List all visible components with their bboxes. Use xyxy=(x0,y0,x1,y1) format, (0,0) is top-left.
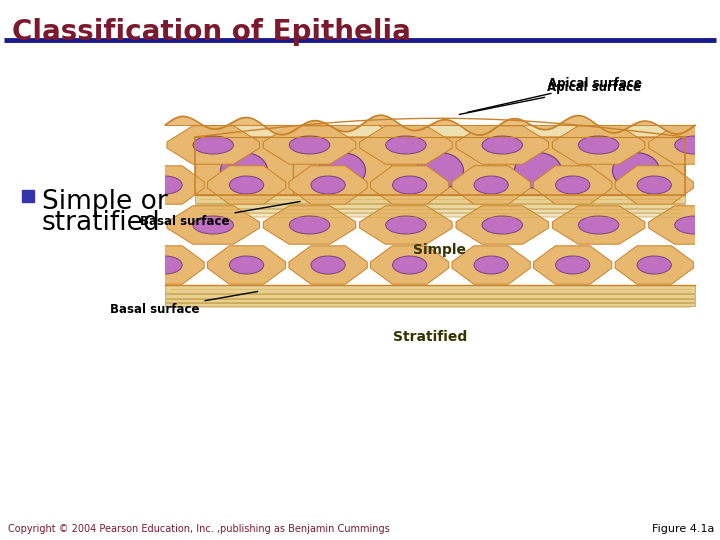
Ellipse shape xyxy=(230,256,264,274)
Ellipse shape xyxy=(482,216,523,234)
Polygon shape xyxy=(649,126,720,164)
Bar xyxy=(195,137,293,195)
Bar xyxy=(195,204,685,208)
Text: Apical surface: Apical surface xyxy=(467,77,642,112)
Ellipse shape xyxy=(515,153,562,188)
Polygon shape xyxy=(452,166,531,204)
Polygon shape xyxy=(552,206,645,244)
Ellipse shape xyxy=(392,256,427,274)
Ellipse shape xyxy=(193,216,233,234)
Ellipse shape xyxy=(578,136,619,154)
Text: Copyright © 2004 Pearson Education, Inc. ,publishing as Benjamin Cummings: Copyright © 2004 Pearson Education, Inc.… xyxy=(8,524,390,534)
Ellipse shape xyxy=(637,256,671,274)
Bar xyxy=(391,137,489,195)
Ellipse shape xyxy=(148,176,182,194)
Bar xyxy=(165,303,695,306)
Polygon shape xyxy=(360,126,452,164)
Polygon shape xyxy=(207,246,286,284)
Polygon shape xyxy=(456,206,549,244)
Bar xyxy=(195,213,685,216)
Bar xyxy=(587,137,685,195)
Polygon shape xyxy=(264,206,356,244)
Ellipse shape xyxy=(474,176,508,194)
Polygon shape xyxy=(615,246,693,284)
Polygon shape xyxy=(289,246,367,284)
Ellipse shape xyxy=(578,216,619,234)
Text: Basal surface: Basal surface xyxy=(110,292,258,316)
Polygon shape xyxy=(167,126,259,164)
Polygon shape xyxy=(289,166,367,204)
Ellipse shape xyxy=(386,216,426,234)
Bar xyxy=(22,190,34,202)
Ellipse shape xyxy=(289,136,330,154)
Ellipse shape xyxy=(392,176,427,194)
Ellipse shape xyxy=(230,176,264,194)
Ellipse shape xyxy=(416,153,464,188)
Polygon shape xyxy=(452,246,531,284)
Bar xyxy=(489,137,587,195)
Ellipse shape xyxy=(556,176,590,194)
Bar xyxy=(195,195,685,203)
Polygon shape xyxy=(534,246,612,284)
Bar xyxy=(195,209,685,212)
Ellipse shape xyxy=(675,216,715,234)
Polygon shape xyxy=(371,166,449,204)
Ellipse shape xyxy=(556,256,590,274)
Polygon shape xyxy=(126,166,204,204)
Polygon shape xyxy=(392,118,488,137)
Ellipse shape xyxy=(311,176,345,194)
Polygon shape xyxy=(196,118,292,137)
Bar xyxy=(165,285,695,293)
Ellipse shape xyxy=(148,256,182,274)
Text: Classification of Epithelia: Classification of Epithelia xyxy=(12,18,411,46)
Text: stratified: stratified xyxy=(42,210,161,236)
Text: Simple: Simple xyxy=(413,243,467,257)
Text: Apical surface: Apical surface xyxy=(459,81,641,114)
Ellipse shape xyxy=(318,153,366,188)
Text: Stratified: Stratified xyxy=(393,330,467,344)
Ellipse shape xyxy=(613,153,660,188)
Polygon shape xyxy=(490,118,586,137)
Polygon shape xyxy=(649,206,720,244)
Polygon shape xyxy=(534,166,612,204)
Ellipse shape xyxy=(311,256,345,274)
Text: Simple or: Simple or xyxy=(42,189,168,215)
Ellipse shape xyxy=(637,176,671,194)
Bar xyxy=(165,294,695,298)
Polygon shape xyxy=(371,246,449,284)
Polygon shape xyxy=(264,126,356,164)
Text: Figure 4.1a: Figure 4.1a xyxy=(652,524,714,534)
Polygon shape xyxy=(615,166,693,204)
Bar xyxy=(293,137,391,195)
Ellipse shape xyxy=(675,136,715,154)
Text: Basal surface: Basal surface xyxy=(140,201,300,228)
Polygon shape xyxy=(552,126,645,164)
Polygon shape xyxy=(360,206,452,244)
Ellipse shape xyxy=(193,136,233,154)
Ellipse shape xyxy=(220,153,268,188)
Polygon shape xyxy=(207,166,286,204)
Polygon shape xyxy=(167,206,259,244)
Polygon shape xyxy=(294,118,390,137)
Ellipse shape xyxy=(289,216,330,234)
Bar xyxy=(165,299,695,302)
Ellipse shape xyxy=(386,136,426,154)
Polygon shape xyxy=(588,118,684,137)
Ellipse shape xyxy=(474,256,508,274)
Ellipse shape xyxy=(482,136,523,154)
Polygon shape xyxy=(456,126,549,164)
Polygon shape xyxy=(126,246,204,284)
